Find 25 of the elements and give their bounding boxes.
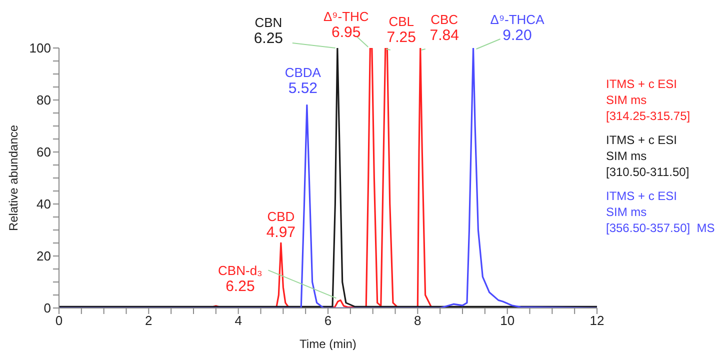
x-tick-label: 12	[590, 313, 604, 328]
y-tick-label: 80	[36, 92, 51, 108]
y-tick-label: 20	[36, 248, 51, 264]
x-tick-label: 10	[500, 313, 515, 328]
x-tick-label: 6	[324, 313, 332, 328]
text: ITMS + c ESI SIM ms [310.50-311.50]	[606, 132, 690, 180]
x-tick-label: 2	[145, 313, 152, 328]
text: ITMS + c ESI SIM ms [356.50-357.50] MS	[606, 188, 715, 236]
y-tick-label: 40	[36, 196, 51, 212]
y-axis-title: Relative abundance	[6, 124, 20, 232]
annotation: Δ⁹-THCA 9.20	[490, 12, 545, 44]
y-tick-label: 100	[29, 40, 51, 56]
text: ITMS + c ESI SIM ms [314.25-315.75]	[606, 76, 692, 124]
x-tick-label: 8	[414, 313, 422, 328]
x-tick-label: 4	[234, 313, 242, 328]
annotation: CBC 7.84	[430, 12, 459, 44]
annotation: Δ⁹-THC 6.95	[323, 9, 369, 41]
annotation: CBL 7.25	[386, 14, 416, 46]
annotation: CBN-d₃ 6.25	[218, 263, 262, 296]
annotation: CBD 4.97	[266, 209, 296, 241]
annotation: CBN 6.25	[254, 15, 284, 47]
y-tick-label: 60	[36, 144, 51, 160]
y-tick-label: 0	[44, 300, 51, 316]
x-tick-label: 0	[55, 313, 63, 328]
annotation: CBDA 5.52	[284, 65, 322, 98]
